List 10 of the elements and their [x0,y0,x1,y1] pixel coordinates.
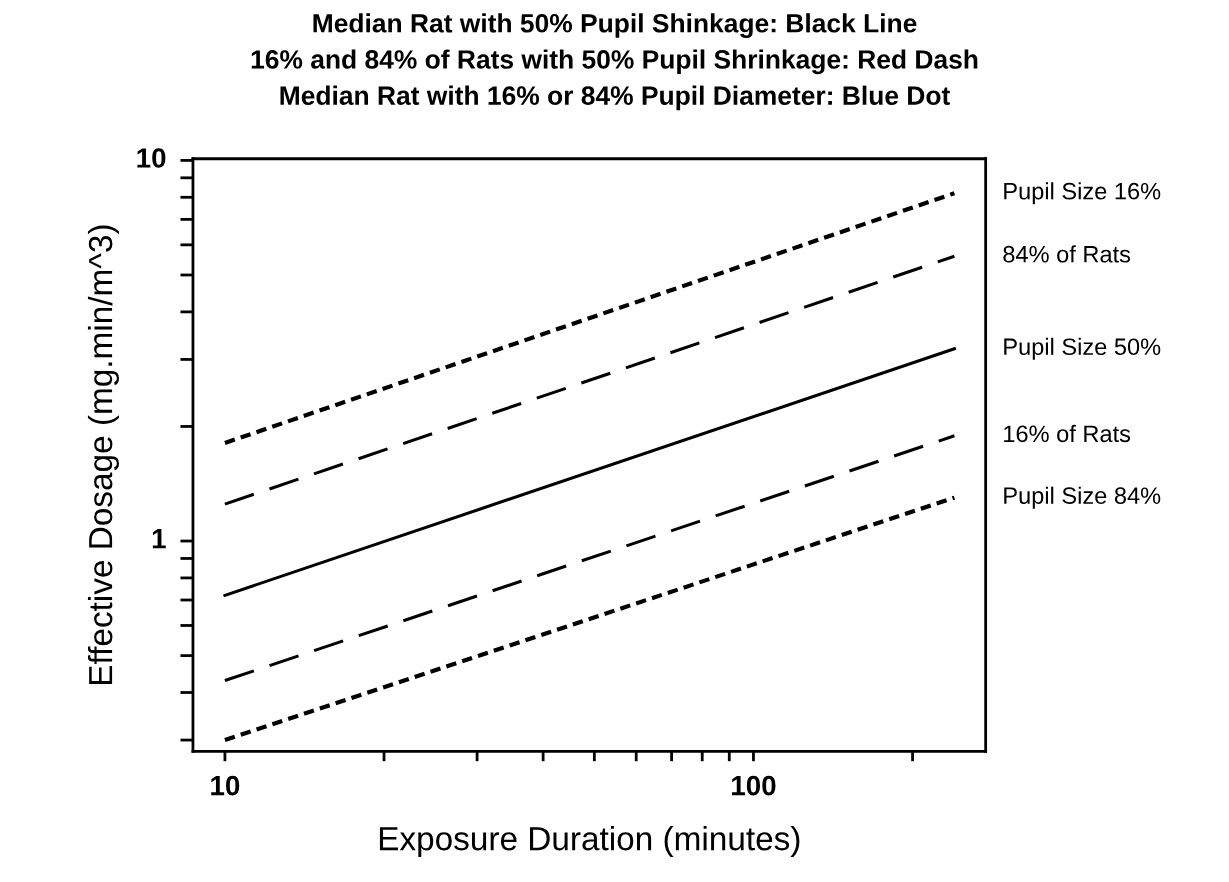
chart-title: Median Rat with 50% Pupil Shinkage: Black Line 16% and 84% of Rats with 50% Pupil Shrinkage: Red Dash Median Rat with 16% or 84% Pupil Diameter: Blue Dot [251,13,978,111]
text: Pupil Size 84% [1004,486,1161,509]
text: 16% of Rats [1004,424,1131,443]
text: Pupil Size 50% [1004,337,1161,360]
y-tick-label: 1 [152,529,166,549]
text: 84% of Rats [1003,245,1131,263]
y-axis-title: Effective Dosage (mg.min/m^3) [87,225,119,685]
text: Pupil Size 16% [1004,182,1161,205]
x-axis-title: Exposure Duration (minutes) [379,825,800,858]
x-tick-label: 100 [732,775,776,796]
